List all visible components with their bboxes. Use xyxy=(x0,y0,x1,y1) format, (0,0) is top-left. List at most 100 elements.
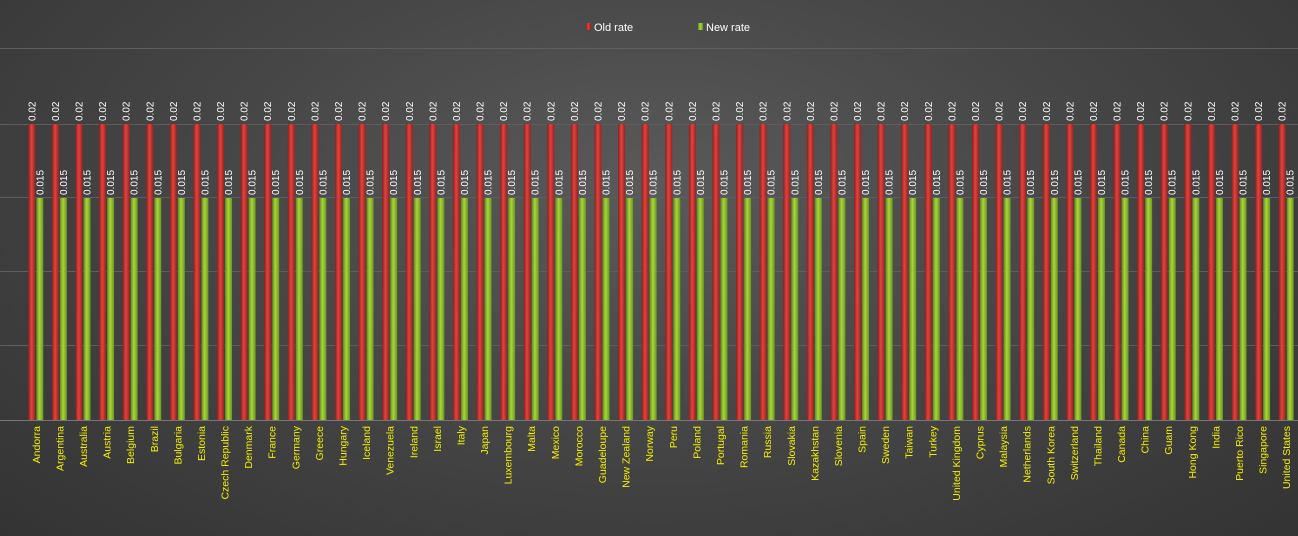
bar-new-rate xyxy=(1286,198,1294,420)
data-label: 0.02 xyxy=(1278,101,1289,121)
data-label: 0.015 xyxy=(719,170,730,195)
bar-new-rate xyxy=(1239,198,1247,420)
bar-old-rate xyxy=(924,124,932,420)
data-label: 0.015 xyxy=(578,170,589,195)
bar-old-rate xyxy=(429,124,437,420)
data-label: 0.015 xyxy=(861,170,872,195)
x-tick-label: Thailand xyxy=(1092,426,1104,466)
bar-new-rate xyxy=(956,198,964,420)
bar-old-rate xyxy=(476,124,484,420)
x-tick-label: Venezuela xyxy=(385,426,397,475)
data-label: 0.015 xyxy=(554,170,565,195)
bar-new-rate xyxy=(531,198,539,420)
bar-old-rate xyxy=(146,124,154,420)
data-label: 0.015 xyxy=(602,170,613,195)
bar-new-rate xyxy=(83,198,91,420)
bar-new-rate xyxy=(1168,198,1176,420)
data-label: 0.02 xyxy=(853,101,864,121)
x-tick-label: Belgium xyxy=(125,426,137,464)
data-label: 0.015 xyxy=(1144,170,1155,195)
data-label: 0.015 xyxy=(1073,170,1084,195)
data-label: 0.02 xyxy=(664,101,675,121)
x-tick-label: Malaysia xyxy=(998,426,1010,468)
bar-old-rate xyxy=(264,124,272,420)
bar-new-rate xyxy=(767,198,775,420)
data-label: 0.015 xyxy=(224,170,235,195)
x-tick-label: Cyprus xyxy=(975,426,987,459)
data-label: 0.02 xyxy=(287,101,298,121)
data-label: 0.015 xyxy=(696,170,707,195)
bar-new-rate xyxy=(909,198,917,420)
data-label: 0.015 xyxy=(1191,170,1202,195)
x-tick-label: Israel xyxy=(432,426,444,452)
data-label: 0.02 xyxy=(145,101,156,121)
bar-old-rate xyxy=(1160,124,1168,420)
data-label: 0.02 xyxy=(310,101,321,121)
x-tick-label: India xyxy=(1210,426,1222,449)
bar-new-rate xyxy=(696,198,704,420)
bar-new-rate xyxy=(602,198,610,420)
data-label: 0.02 xyxy=(192,101,203,121)
bar-old-rate xyxy=(594,124,602,420)
data-label: 0.02 xyxy=(735,101,746,121)
data-label: 0.015 xyxy=(271,170,282,195)
bar-old-rate xyxy=(405,124,413,420)
x-tick-label: Guam xyxy=(1163,426,1175,455)
legend-swatch xyxy=(586,23,591,30)
bar-old-rate xyxy=(877,124,885,420)
data-label: 0.02 xyxy=(900,101,911,121)
data-label: 0.02 xyxy=(971,101,982,121)
data-label: 0.02 xyxy=(216,101,227,121)
x-tick-label: Canada xyxy=(1116,426,1128,463)
bar-old-rate xyxy=(1066,124,1074,420)
bar-old-rate xyxy=(972,124,979,420)
bar-old-rate xyxy=(311,124,319,420)
bar-new-rate xyxy=(248,198,256,420)
data-label: 0.02 xyxy=(405,101,416,121)
legend-swatch xyxy=(698,23,703,30)
data-label: 0.02 xyxy=(169,101,180,121)
data-labels: 0.02 0.015 0.02 0.015 0.02 0.015 0.02 0.015 0.02… xyxy=(27,101,1296,195)
data-label: 0.015 xyxy=(790,170,801,195)
x-tick-label: Romania xyxy=(739,426,751,468)
data-label: 0.02 xyxy=(98,101,109,121)
bar-new-rate xyxy=(1027,198,1035,420)
data-label: 0.02 xyxy=(428,101,439,121)
bar-old-rate xyxy=(382,124,390,420)
data-label: 0.015 xyxy=(908,170,919,195)
x-tick-label: Denmark xyxy=(243,425,255,468)
bar-new-rate xyxy=(366,198,374,420)
data-label: 0.02 xyxy=(476,101,487,121)
data-label: 0.02 xyxy=(263,101,274,121)
legend-label: Old rate xyxy=(594,22,633,34)
bar-new-rate xyxy=(177,198,185,420)
x-tick-label: Kazakhstan xyxy=(809,426,821,481)
bar-new-rate xyxy=(1097,198,1105,420)
bar-old-rate xyxy=(75,124,83,420)
bar-new-rate xyxy=(319,198,327,420)
data-label: 0.015 xyxy=(1168,170,1179,195)
bar-old-rate xyxy=(1231,124,1239,420)
bar-new-rate xyxy=(437,198,445,420)
bar-new-rate xyxy=(980,198,987,420)
data-label: 0.02 xyxy=(711,101,722,121)
data-label: 0.015 xyxy=(531,170,542,195)
x-tick-label: Spain xyxy=(857,426,869,453)
data-label: 0.015 xyxy=(767,170,778,195)
data-label: 0.02 xyxy=(358,101,369,121)
x-tick-label: Morocco xyxy=(573,426,585,466)
bar-old-rate xyxy=(51,124,59,420)
bar-new-rate xyxy=(885,198,893,420)
bar-old-rate xyxy=(452,124,460,420)
bar-new-rate xyxy=(295,198,303,420)
data-label: 0.015 xyxy=(106,170,117,195)
bar-new-rate xyxy=(744,198,752,420)
bar-new-rate xyxy=(1074,198,1082,420)
data-label: 0.015 xyxy=(248,170,259,195)
data-label: 0.015 xyxy=(649,170,660,195)
x-tick-label: France xyxy=(267,426,279,459)
data-label: 0.015 xyxy=(1050,170,1061,195)
data-label: 0.015 xyxy=(59,170,70,195)
bar-old-rate xyxy=(240,124,248,420)
